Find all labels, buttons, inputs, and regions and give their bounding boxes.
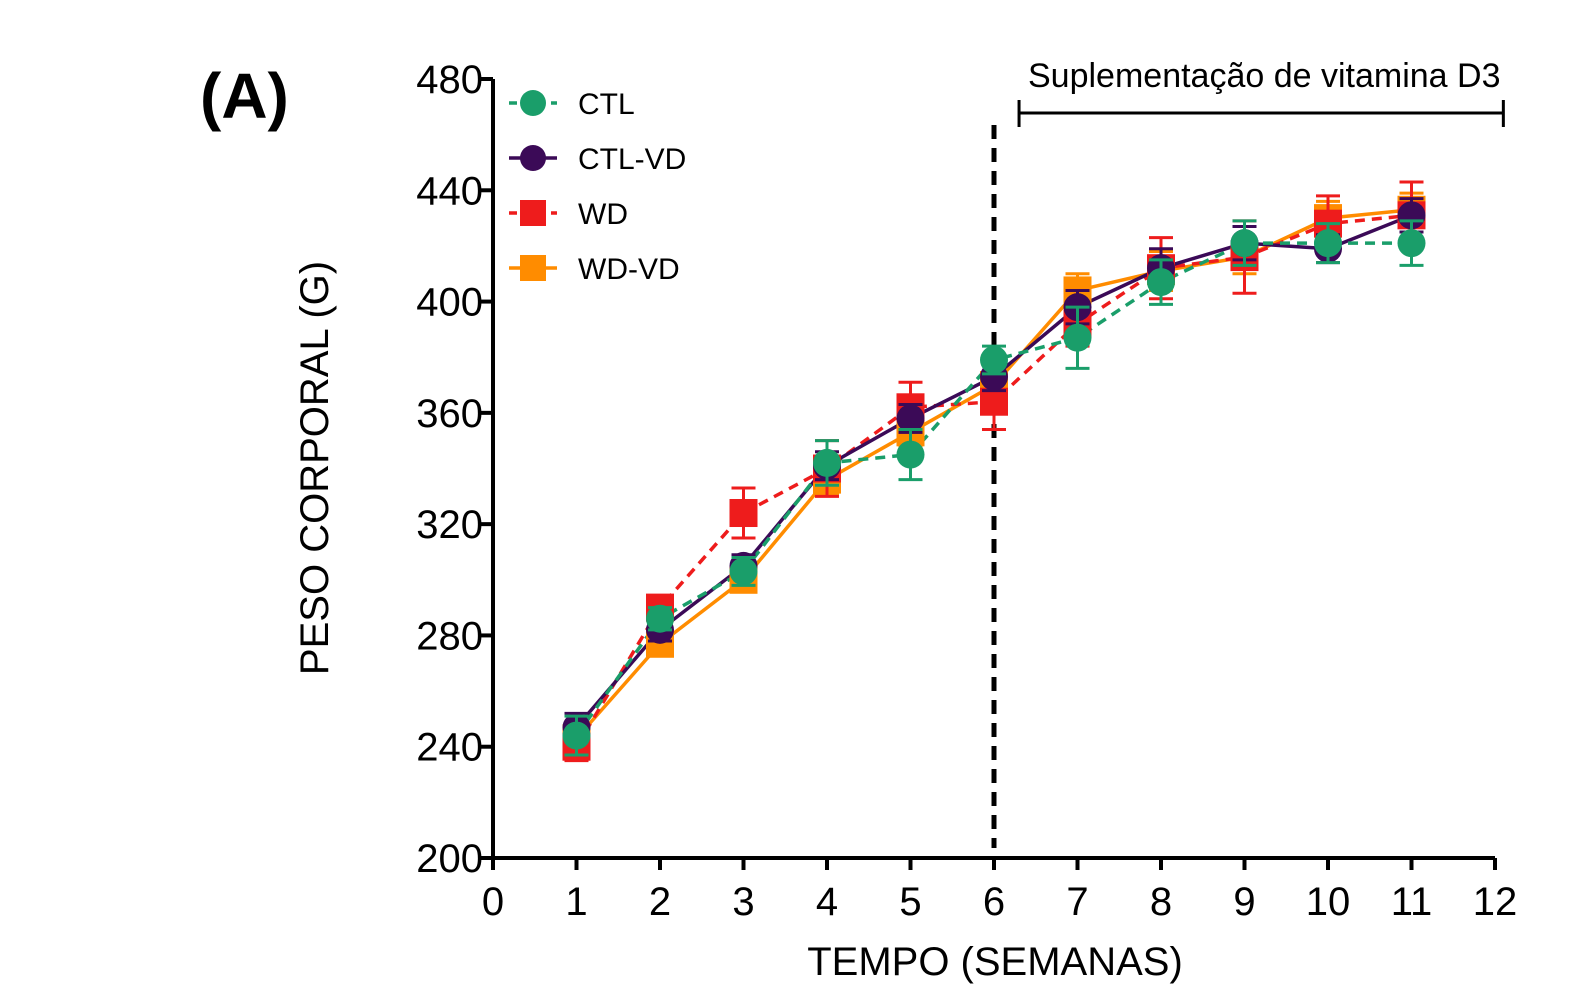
data-point: [813, 448, 841, 477]
x-tick-label: 8: [1150, 880, 1172, 924]
x-axis-title: TEMPO (SEMANAS): [807, 940, 1183, 984]
legend-label: CTL: [578, 88, 635, 121]
data-point: [1063, 323, 1092, 352]
series-ctl: [562, 219, 1426, 757]
legend-item-wd-vd: WD-VD: [509, 253, 680, 286]
data-point: [980, 387, 1008, 416]
data-point: [1230, 229, 1259, 258]
legend-label: WD: [578, 198, 628, 231]
panel-label: (A): [200, 60, 289, 132]
data-point: [646, 604, 674, 633]
data-point: [980, 345, 1008, 374]
x-tick-label: 2: [649, 880, 671, 924]
data-point: [729, 557, 758, 586]
x-tick-label: 9: [1233, 880, 1255, 924]
y-tick-label: 400: [416, 281, 483, 325]
y-tick-label: 240: [416, 726, 483, 770]
y-tick-label: 320: [416, 503, 483, 547]
data-point: [1147, 268, 1175, 297]
data-point: [729, 499, 758, 528]
legend-marker: [520, 255, 546, 281]
legend-item-wd: WD: [509, 198, 628, 231]
legend-marker: [520, 90, 546, 116]
y-tick-label: 280: [416, 614, 483, 658]
x-tick-label: 1: [565, 880, 587, 924]
legend-item-ctl-vd: CTL-VD: [509, 143, 686, 176]
data-point: [896, 440, 925, 469]
y-tick-label: 360: [416, 392, 483, 436]
y-axis-title: PESO CORPORAL (G): [293, 261, 337, 675]
y-tick-label: 440: [416, 169, 483, 213]
x-tick-label: 11: [1391, 880, 1433, 924]
legend: CTL CTL-VD WD WD-VD: [509, 88, 686, 286]
x-tick-label: 0: [482, 880, 504, 924]
legend-label: WD-VD: [578, 253, 680, 286]
x-tick-label: 4: [816, 880, 838, 924]
annotation-text: Suplementação de vitamina D3: [1028, 57, 1501, 95]
legend-marker: [520, 145, 546, 171]
data-point: [1397, 229, 1426, 258]
series-layer: [562, 180, 1426, 763]
legend-marker: [520, 200, 546, 226]
legend-label: CTL-VD: [578, 143, 686, 176]
y-tick-label: 200: [416, 837, 483, 881]
data-point: [896, 404, 925, 433]
legend-item-ctl: CTL: [509, 88, 635, 121]
x-tick-label: 12: [1473, 880, 1518, 924]
x-tick-label: 5: [899, 880, 921, 924]
y-tick-label: 480: [416, 58, 483, 102]
x-tick-label: 6: [983, 880, 1005, 924]
data-point: [1314, 229, 1342, 258]
x-tick-label: 10: [1306, 880, 1351, 924]
x-tick-label: 7: [1066, 880, 1088, 924]
annotation: Suplementação de vitamina D3: [1017, 57, 1505, 127]
data-point: [562, 721, 591, 750]
x-tick-label: 3: [732, 880, 754, 924]
